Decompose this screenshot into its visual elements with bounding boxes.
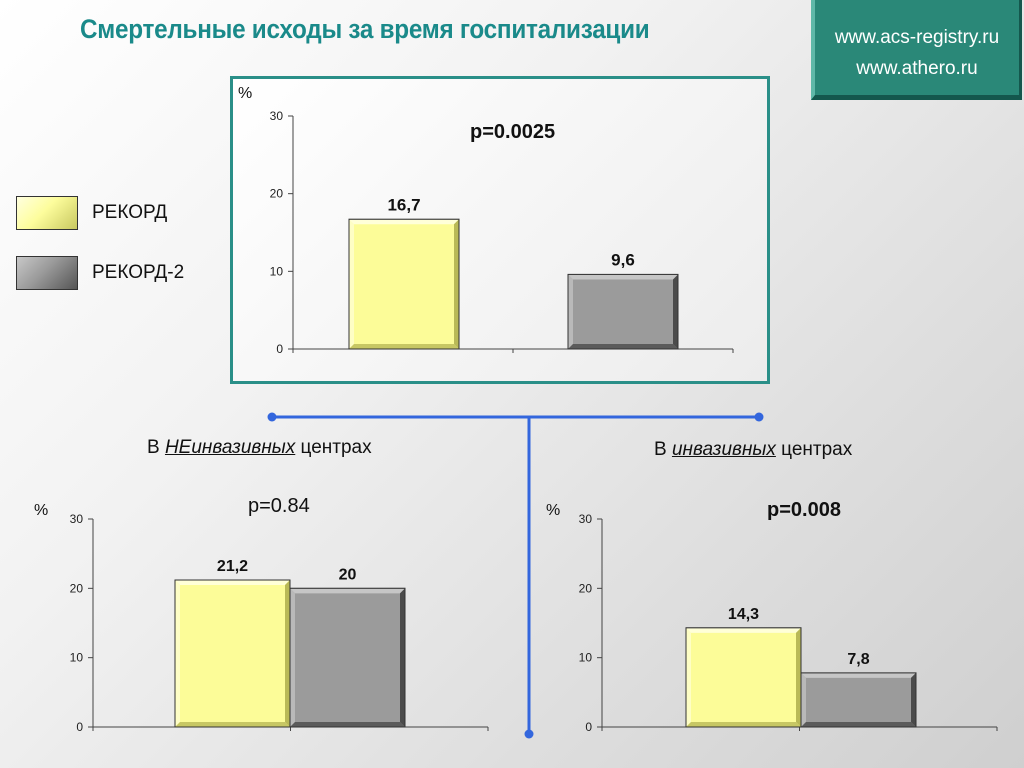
bar-record-2 bbox=[567, 273, 679, 350]
group-title-invasive-suffix: центрах bbox=[775, 439, 853, 460]
bar-bevel-bottom bbox=[568, 344, 678, 349]
link-athero[interactable]: www.athero.ru bbox=[856, 58, 978, 79]
chart-invasive: 0 10 20 30 14,3 7,8 bbox=[579, 512, 998, 734]
y-tick-label: 0 bbox=[76, 720, 83, 734]
group-title-noninvasive-prefix: В bbox=[147, 437, 165, 458]
legend-label-record: РЕКОРД bbox=[92, 202, 168, 223]
legend-item-record-2: РЕКОРД-2 bbox=[16, 256, 256, 296]
bar-bevel-left bbox=[290, 588, 295, 727]
bar-bevel-right bbox=[454, 219, 459, 349]
y-tick-label: 10 bbox=[70, 651, 84, 665]
bar-outline bbox=[348, 218, 460, 350]
y-tick-label: 0 bbox=[276, 342, 283, 356]
bar-value-label: 9,6 bbox=[611, 250, 635, 269]
y-tick-label: 20 bbox=[70, 581, 84, 595]
bar-bevel-right bbox=[400, 588, 405, 727]
bar-bevel-bottom bbox=[686, 722, 801, 727]
bar-bevel-left bbox=[349, 219, 354, 349]
bar-bevel-bottom bbox=[349, 344, 459, 349]
bar-bevel-left bbox=[686, 627, 691, 727]
bar-bevel-bottom bbox=[290, 722, 405, 727]
bar-record-2 bbox=[800, 672, 917, 728]
group-title-invasive-emph: инвазивных bbox=[671, 439, 776, 460]
group-title-invasive: В инвазивных центрах bbox=[654, 439, 852, 461]
bar-body bbox=[685, 627, 802, 728]
bar-bevel-bottom bbox=[801, 722, 916, 727]
slide-title: Смертельные исходы за время госпитализац… bbox=[80, 14, 650, 44]
connector-dot-left bbox=[267, 412, 277, 422]
bar-bevel-left bbox=[175, 580, 180, 727]
y-tick-label: 20 bbox=[270, 187, 284, 201]
bar-body bbox=[800, 672, 917, 728]
top-chart-pvalue: p=0.0025 bbox=[470, 121, 556, 143]
bar-value-label: 20 bbox=[339, 566, 357, 583]
bar-bevel-right bbox=[285, 580, 290, 727]
bar-value-label: 14,3 bbox=[728, 606, 759, 623]
bar-outline bbox=[567, 273, 679, 350]
chart-overall: 0 10 20 30 16,7 9,6 bbox=[270, 109, 734, 356]
y-tick-label: 10 bbox=[270, 264, 284, 278]
bar-outline bbox=[800, 672, 917, 728]
legend-item-record: РЕКОРД bbox=[16, 196, 256, 236]
legend-swatch-record bbox=[16, 196, 78, 230]
bar-bevel-top bbox=[290, 588, 405, 594]
bar-value-label: 21,2 bbox=[217, 558, 248, 575]
legend-label-record-2: РЕКОРД-2 bbox=[92, 262, 185, 283]
chart-noninvasive: 0 10 20 30 21,2 20 bbox=[70, 512, 489, 734]
y-tick-label: 30 bbox=[579, 512, 593, 526]
y-tick-label: 20 bbox=[579, 581, 593, 595]
legend-swatch-record-2 bbox=[16, 256, 78, 290]
bar-record bbox=[685, 627, 802, 728]
bar-bevel-right bbox=[673, 274, 678, 349]
y-tick-label: 0 bbox=[585, 720, 592, 734]
invasive-chart-unit: % bbox=[546, 502, 561, 519]
bar-record-2 bbox=[289, 587, 406, 728]
group-title-noninvasive: В НЕинвазивных центрах bbox=[147, 437, 372, 459]
bar-bevel-right bbox=[796, 627, 801, 727]
y-tick-label: 30 bbox=[270, 109, 284, 123]
connector-dot-right bbox=[754, 412, 764, 422]
y-tick-label: 10 bbox=[579, 651, 593, 665]
noninvasive-chart-unit: % bbox=[34, 502, 49, 519]
group-title-noninvasive-suffix: центрах bbox=[295, 437, 372, 458]
bar-record bbox=[174, 579, 291, 728]
bar-bevel-top bbox=[568, 274, 678, 280]
bar-bevel-left bbox=[801, 672, 806, 727]
bar-bevel-top bbox=[175, 580, 290, 586]
bar-bevel-left bbox=[568, 274, 573, 349]
bar-bevel-bottom bbox=[175, 722, 290, 727]
bar-value-label: 7,8 bbox=[847, 651, 869, 668]
noninvasive-chart-pvalue: p=0.84 bbox=[248, 495, 310, 517]
bar-body bbox=[289, 587, 406, 728]
group-title-invasive-prefix: В bbox=[654, 439, 672, 460]
website-links-box: www.acs-registry.ru www.athero.ru bbox=[811, 0, 1022, 100]
y-tick-label: 30 bbox=[70, 512, 84, 526]
bar-value-label: 16,7 bbox=[387, 195, 420, 214]
bar-record bbox=[348, 218, 460, 350]
link-acs-registry[interactable]: www.acs-registry.ru bbox=[834, 27, 1000, 48]
top-chart-unit: % bbox=[238, 85, 253, 102]
bar-bevel-top bbox=[349, 219, 459, 225]
bar-body bbox=[174, 579, 291, 728]
bar-body bbox=[348, 218, 460, 350]
connector-dot-bottom bbox=[524, 729, 534, 739]
top-chart-frame bbox=[230, 76, 770, 384]
bar-outline bbox=[289, 587, 406, 728]
bar-bevel-top bbox=[801, 672, 916, 678]
bar-bevel-right bbox=[911, 672, 916, 727]
group-title-noninvasive-emph: НЕинвазивных bbox=[164, 437, 296, 458]
invasive-chart-pvalue: p=0.008 bbox=[767, 499, 841, 521]
bar-bevel-top bbox=[686, 627, 801, 633]
bar-body bbox=[567, 273, 679, 350]
